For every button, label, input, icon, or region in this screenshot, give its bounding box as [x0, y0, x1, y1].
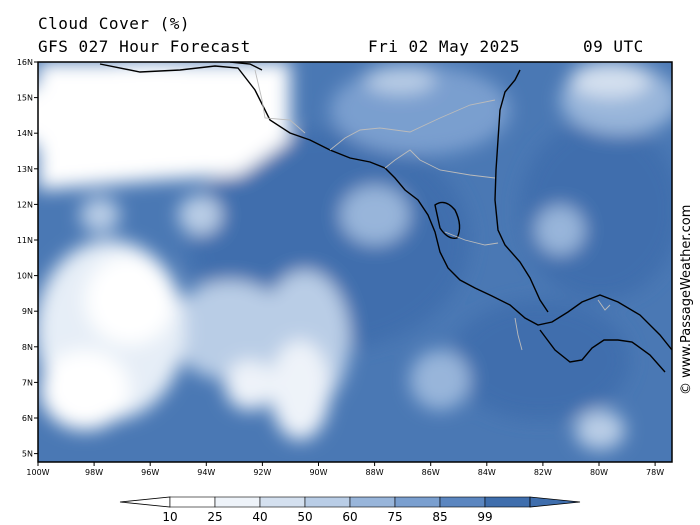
lon-tick-label: 78W — [646, 468, 664, 477]
longitude-axis: 100W 98W 96W 94W 92W 90W 88W 86W 84W 82W 80W 78W — [26, 462, 664, 477]
lat-tick-label: 9N — [22, 307, 33, 316]
colorbar-box — [169, 496, 216, 508]
colorbar-label: 40 — [252, 510, 267, 524]
lon-tick-label: 94W — [197, 468, 215, 477]
colorbar-label: 50 — [297, 510, 312, 524]
map-title: Cloud Cover (%) — [38, 14, 190, 33]
country-borders — [254, 69, 611, 351]
lon-tick-label: 98W — [85, 468, 103, 477]
lat-tick-label: 7N — [22, 378, 33, 387]
colorbar-label: 99 — [477, 510, 492, 524]
lon-tick-label: 80W — [590, 468, 608, 477]
map-frame — [37, 61, 673, 463]
colorbar-box — [484, 496, 531, 508]
lat-tick-label: 5N — [22, 450, 33, 459]
lon-tick-label: 92W — [253, 468, 271, 477]
lon-tick-label: 88W — [366, 468, 384, 477]
lat-tick-label: 6N — [22, 414, 33, 423]
credit-text: © www.PassageWeather.com — [679, 205, 694, 395]
forecast-label: GFS 027 Hour Forecast — [38, 37, 251, 56]
lon-tick-label: 82W — [534, 468, 552, 477]
forecast-time: 09 UTC — [583, 37, 644, 56]
lon-tick-label: 100W — [26, 468, 49, 477]
lat-tick-label: 14N — [17, 129, 33, 138]
lat-tick-label: 11N — [17, 236, 33, 245]
colorbar-box — [304, 496, 351, 508]
forecast-date: Fri 02 May 2025 — [368, 37, 520, 56]
lat-tick-label: 13N — [17, 165, 33, 174]
colorbar-label: 25 — [207, 510, 222, 524]
colorbar-box — [394, 496, 441, 508]
colorbar-label: 60 — [342, 510, 357, 524]
lon-tick-label: 84W — [478, 468, 496, 477]
lon-tick-label: 86W — [422, 468, 440, 477]
colorbar-box — [214, 496, 261, 508]
latitude-axis: 16N 15N 14N 13N 12N 11N 10N 9N 8N 7N 6N 5N — [17, 58, 38, 459]
credit-banner: © www.PassageWeather.com — [679, 205, 694, 395]
lat-tick-label: 15N — [17, 94, 33, 103]
colorbar-box — [349, 496, 396, 508]
colorbar-high-arrow — [529, 496, 581, 508]
colorbar: 10 25 40 50 60 75 85 99 — [119, 496, 581, 524]
cloud-field — [38, 62, 672, 462]
colorbar-box — [439, 496, 486, 508]
colorbar-label: 10 — [162, 510, 177, 524]
lat-tick-label: 8N — [22, 343, 33, 352]
lat-tick-label: 16N — [17, 58, 33, 67]
colorbar-label: 75 — [387, 510, 402, 524]
lat-tick-label: 12N — [17, 200, 33, 209]
lat-tick-label: 10N — [17, 272, 33, 281]
colorbar-box — [259, 496, 306, 508]
lon-tick-label: 96W — [141, 468, 159, 477]
colorbar-low-arrow — [119, 496, 171, 508]
colorbar-label: 85 — [432, 510, 447, 524]
lon-tick-label: 90W — [309, 468, 327, 477]
